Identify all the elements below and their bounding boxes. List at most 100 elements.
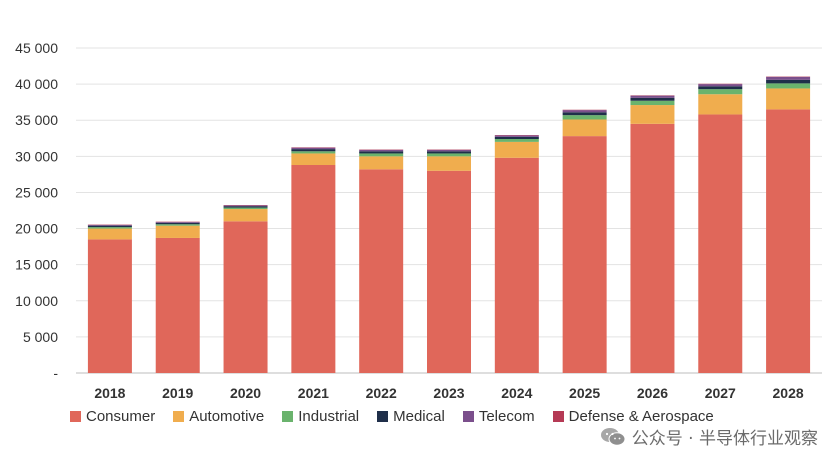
bar-industrial-2021 xyxy=(291,151,336,154)
legend-item: Telecom xyxy=(462,408,535,425)
bar-automotive-2027 xyxy=(698,94,743,115)
watermark-text: 公众号 · 半导体行业观察 xyxy=(631,429,818,449)
y-tick-label: 20 000 xyxy=(15,221,58,237)
bar-automotive-2028 xyxy=(766,88,811,110)
bar-consumer-2021 xyxy=(291,165,336,373)
bar-telecom-2023 xyxy=(427,149,471,152)
bar-industrial-2024 xyxy=(494,139,539,142)
bar-industrial-2020 xyxy=(223,207,268,210)
bar-industrial-2022 xyxy=(359,153,404,157)
x-tick-label: 2025 xyxy=(569,385,600,401)
legend-swatch xyxy=(462,411,474,422)
legend-item: Consumer xyxy=(70,408,155,425)
legend-swatch xyxy=(282,411,294,422)
x-tick-label: 2024 xyxy=(501,385,532,401)
x-tick-label: 2021 xyxy=(298,385,329,401)
y-tick-label: 5 000 xyxy=(23,329,58,345)
bar-consumer-2026 xyxy=(630,123,675,373)
bar-automotive-2019 xyxy=(155,225,200,238)
bar-telecom-2018 xyxy=(87,224,132,226)
bar-telecom-2024 xyxy=(494,135,539,137)
y-tick-label: 30 000 xyxy=(15,148,58,164)
legend-label: Automotive xyxy=(189,408,265,425)
bar-consumer-2023 xyxy=(427,170,471,373)
bar-medical-2018 xyxy=(87,225,132,228)
bar-consumer-2027 xyxy=(698,114,743,373)
legend-item: Defense & Aerospace xyxy=(552,408,714,425)
legend-swatch xyxy=(552,411,564,422)
x-tick-label: 2027 xyxy=(705,385,736,401)
bar-automotive-2018 xyxy=(87,228,132,240)
y-tick-label: 40 000 xyxy=(15,76,58,92)
legend-swatch xyxy=(377,411,389,422)
legend-swatch xyxy=(173,411,185,422)
bar-automotive-2022 xyxy=(359,156,404,170)
x-tick-label: 2019 xyxy=(162,385,193,401)
bar-industrial-2023 xyxy=(427,153,471,157)
bar-medical-2026 xyxy=(630,97,675,101)
bars xyxy=(87,76,811,373)
y-axis: - 5 000 10 000 15 000 20 000 25 000 30 000 35 0… xyxy=(15,40,58,381)
x-tick-label: 2026 xyxy=(637,385,668,401)
bar-automotive-2023 xyxy=(427,156,471,171)
x-tick-label: 2028 xyxy=(773,385,804,401)
bar-industrial-2019 xyxy=(155,224,200,226)
bar-medical-2020 xyxy=(223,206,268,208)
bar-consumer-2028 xyxy=(766,109,811,373)
bar-industrial-2026 xyxy=(630,100,675,106)
bar-consumer-2024 xyxy=(494,157,539,373)
bar-telecom-2026 xyxy=(630,95,675,98)
bar-medical-2021 xyxy=(291,149,336,152)
x-tick-label: 2020 xyxy=(230,385,261,401)
bar-telecom-2021 xyxy=(291,147,336,150)
bar-medical-2027 xyxy=(698,86,743,90)
legend: Consumer Automotive Industrial Medical Telec… xyxy=(70,408,714,425)
watermark: 公众号 · 半导体行业观察 xyxy=(600,424,818,449)
bar-medical-2028 xyxy=(766,79,811,84)
bar-telecom-2020 xyxy=(223,205,268,207)
y-tick-label: 25 000 xyxy=(15,184,58,200)
wechat-icon xyxy=(600,427,626,446)
bar-telecom-2025 xyxy=(562,110,607,113)
bar-industrial-2028 xyxy=(766,83,811,89)
bar-telecom-2019 xyxy=(155,222,200,223)
bar-industrial-2025 xyxy=(562,115,607,120)
bar-consumer-2020 xyxy=(223,221,268,373)
x-tick-label: 2022 xyxy=(366,385,397,401)
legend-swatch xyxy=(70,411,81,422)
legend-label: Defense & Aerospace xyxy=(568,408,714,425)
bar-telecom-2028 xyxy=(766,76,811,80)
bar-automotive-2021 xyxy=(291,153,336,165)
x-tick-label: 2023 xyxy=(433,385,464,401)
legend-label: Industrial xyxy=(298,408,360,425)
bar-automotive-2024 xyxy=(494,141,539,158)
bar-automotive-2020 xyxy=(223,209,268,222)
bar-automotive-2025 xyxy=(562,119,607,137)
bar-industrial-2027 xyxy=(698,89,743,95)
bar-consumer-2022 xyxy=(359,169,404,373)
bar-medical-2024 xyxy=(494,136,539,139)
bar-consumer-2019 xyxy=(155,237,200,373)
legend-label: Consumer xyxy=(86,408,156,425)
bar-consumer-2018 xyxy=(87,239,132,373)
bar-consumer-2025 xyxy=(562,136,607,373)
bar-telecom-2027 xyxy=(698,84,743,87)
legend-item: Automotive xyxy=(173,408,264,425)
legend-label: Telecom xyxy=(478,408,535,425)
y-tick-label: 15 000 xyxy=(15,257,58,273)
x-tick-label: 2018 xyxy=(94,385,125,401)
bar-medical-2022 xyxy=(359,151,404,154)
legend-label: Medical xyxy=(393,408,445,425)
bar-industrial-2018 xyxy=(87,227,132,229)
y-tick-label: 45 000 xyxy=(15,40,58,56)
bar-automotive-2026 xyxy=(630,105,675,124)
y-tick-label: 35 000 xyxy=(15,112,58,128)
legend-item: Industrial xyxy=(282,408,359,425)
y-tick-label: - xyxy=(53,365,58,381)
bar-medical-2019 xyxy=(155,222,200,225)
bar-telecom-2022 xyxy=(359,149,404,152)
legend-item: Medical xyxy=(377,408,445,425)
y-tick-label: 10 000 xyxy=(15,293,58,309)
x-axis: 2018 2019 2020 2021 2022 2023 2024 2025 2026 2027… xyxy=(94,385,804,401)
